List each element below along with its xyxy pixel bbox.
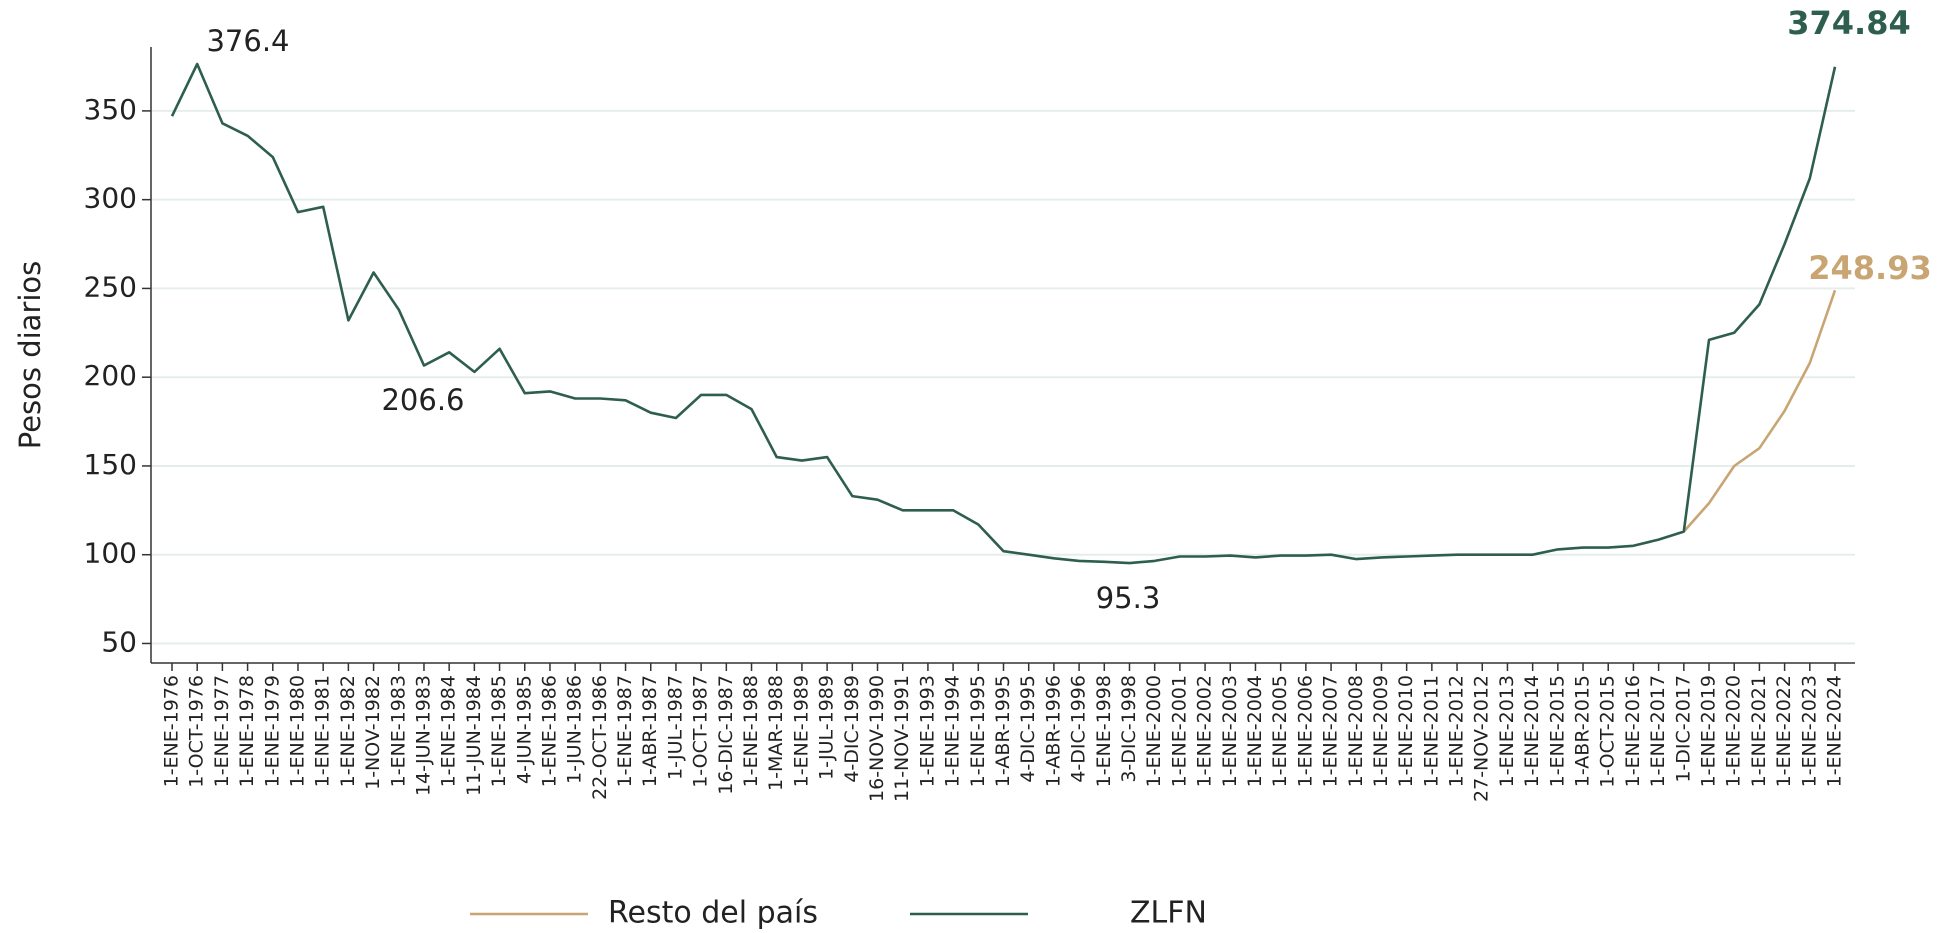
x-tick-label: 1-ENE-1998 bbox=[1093, 675, 1115, 787]
annotation: 376.4 bbox=[206, 24, 289, 58]
x-tick-label: 11-JUN-1984 bbox=[463, 675, 485, 796]
x-tick-label: 3-DIC-1998 bbox=[1118, 675, 1140, 783]
annotation: 206.6 bbox=[381, 383, 464, 417]
x-tick-label: 4-DIC-1989 bbox=[841, 675, 863, 783]
y-tick-label: 200 bbox=[84, 359, 137, 392]
x-tick-label: 1-ENE-1976 bbox=[161, 675, 183, 787]
x-tick-label: 1-ENE-2020 bbox=[1723, 675, 1745, 787]
series-line bbox=[170, 62, 1837, 565]
x-tick-label: 1-ENE-1994 bbox=[942, 675, 964, 787]
x-tick-label: 1-ENE-2005 bbox=[1269, 675, 1291, 787]
y-tick-label: 50 bbox=[101, 625, 137, 658]
legend-label: ZLFN bbox=[1130, 896, 1207, 930]
x-tick-label: 1-ENE-2002 bbox=[1194, 675, 1216, 787]
x-tick-label: 16-DIC-1987 bbox=[715, 675, 737, 795]
x-tick-label: 1-ENE-2012 bbox=[1446, 675, 1468, 787]
x-tick-label: 1-ENE-2006 bbox=[1294, 675, 1316, 787]
x-tick-label: 1-ENE-2004 bbox=[1244, 675, 1266, 787]
x-tick-label: 1-JUL-1987 bbox=[664, 675, 686, 780]
y-axis-label: Pesos diarios bbox=[13, 261, 47, 450]
x-tick-label: 1-ENE-1982 bbox=[337, 675, 359, 787]
x-tick-label: 1-ENE-2017 bbox=[1647, 675, 1669, 787]
x-tick-label: 22-OCT-1986 bbox=[589, 675, 611, 800]
x-tick-label: 1-ENE-1984 bbox=[438, 675, 460, 787]
x-tick-label: 1-ENE-2021 bbox=[1748, 675, 1770, 787]
x-tick-label: 1-ENE-1977 bbox=[211, 675, 233, 787]
x-tick-label: 1-ENE-2000 bbox=[1143, 675, 1165, 787]
x-tick-label: 1-ENE-1979 bbox=[261, 675, 283, 787]
x-tick-label: 1-ENE-2024 bbox=[1824, 675, 1846, 787]
x-tick-label: 1-OCT-1987 bbox=[690, 675, 712, 788]
x-tick-label: 1-DIC-2017 bbox=[1672, 675, 1694, 783]
series-line bbox=[1682, 289, 1837, 533]
y-tick-label: 100 bbox=[84, 537, 137, 570]
x-tick-label: 1-MAR-1988 bbox=[765, 675, 787, 791]
x-tick-label: 1-ENE-2015 bbox=[1546, 675, 1568, 787]
x-tick-label: 1-ENE-2007 bbox=[1320, 675, 1342, 787]
x-tick-label: 1-OCT-2015 bbox=[1597, 675, 1619, 788]
y-tick-label: 300 bbox=[84, 182, 137, 215]
x-tick-label: 1-ENE-2014 bbox=[1521, 675, 1543, 787]
x-tick-label: 1-JUL-1989 bbox=[816, 675, 838, 780]
x-tick-label: 1-ENE-1985 bbox=[488, 675, 510, 787]
x-tick-label: 4-JUN-1985 bbox=[513, 675, 535, 784]
x-tick-label: 1-ENE-2003 bbox=[1219, 675, 1241, 787]
annotation: 95.3 bbox=[1096, 581, 1161, 615]
x-tick-label: 1-ENE-2001 bbox=[1168, 675, 1190, 787]
x-tick-label: 1-ENE-2009 bbox=[1370, 675, 1392, 787]
x-tick-label: 1-JUN-1986 bbox=[564, 675, 586, 784]
x-tick-label: 1-ABR-2015 bbox=[1572, 675, 1594, 787]
x-tick-label: 1-ENE-1981 bbox=[312, 675, 334, 787]
legend-label: Resto del país bbox=[608, 896, 818, 930]
x-tick-label: 1-ENE-1989 bbox=[790, 675, 812, 787]
x-tick-label: 1-NOV-1982 bbox=[362, 675, 384, 790]
y-tick-label: 150 bbox=[84, 448, 137, 481]
x-tick-label: 1-ENE-1987 bbox=[614, 675, 636, 787]
x-tick-label: 1-ENE-1978 bbox=[236, 675, 258, 787]
x-tick-label: 1-ABR-1995 bbox=[992, 675, 1014, 787]
x-tick-label: 1-ENE-1983 bbox=[387, 675, 409, 787]
x-tick-label: 1-ENE-1986 bbox=[538, 675, 560, 787]
annotation: 374.84 bbox=[1787, 4, 1910, 42]
x-tick-label: 1-ENE-2008 bbox=[1345, 675, 1367, 787]
x-tick-label: 27-NOV-2012 bbox=[1471, 675, 1493, 802]
x-tick-label: 4-DIC-1996 bbox=[1068, 675, 1090, 783]
y-tick-label: 350 bbox=[84, 93, 137, 126]
x-tick-label: 1-ENE-2016 bbox=[1622, 675, 1644, 787]
x-tick-label: 1-ENE-1993 bbox=[916, 675, 938, 787]
x-tick-label: 1-ENE-2022 bbox=[1773, 675, 1795, 787]
x-tick-label: 16-NOV-1990 bbox=[866, 675, 888, 802]
x-tick-label: 1-ENE-1988 bbox=[740, 675, 762, 787]
x-tick-label: 1-OCT-1976 bbox=[186, 675, 208, 788]
x-tick-label: 11-NOV-1991 bbox=[891, 675, 913, 802]
y-tick-label: 250 bbox=[84, 270, 137, 303]
x-tick-label: 1-ABR-1987 bbox=[639, 675, 661, 787]
x-tick-label: 1-ENE-2010 bbox=[1395, 675, 1417, 787]
x-tick-label: 1-ENE-2011 bbox=[1420, 675, 1442, 787]
x-tick-label: 14-JUN-1983 bbox=[412, 675, 434, 796]
x-tick-label: 1-ABR-1996 bbox=[1042, 675, 1064, 787]
x-tick-label: 1-ENE-1980 bbox=[286, 675, 308, 787]
x-tick-label: 4-DIC-1995 bbox=[1017, 675, 1039, 783]
annotation: 248.93 bbox=[1808, 249, 1931, 287]
x-tick-label: 1-ENE-2013 bbox=[1496, 675, 1518, 787]
x-tick-label: 1-ENE-2023 bbox=[1798, 675, 1820, 787]
x-tick-label: 1-ENE-2019 bbox=[1698, 675, 1720, 787]
x-tick-label: 1-ENE-1995 bbox=[967, 675, 989, 787]
